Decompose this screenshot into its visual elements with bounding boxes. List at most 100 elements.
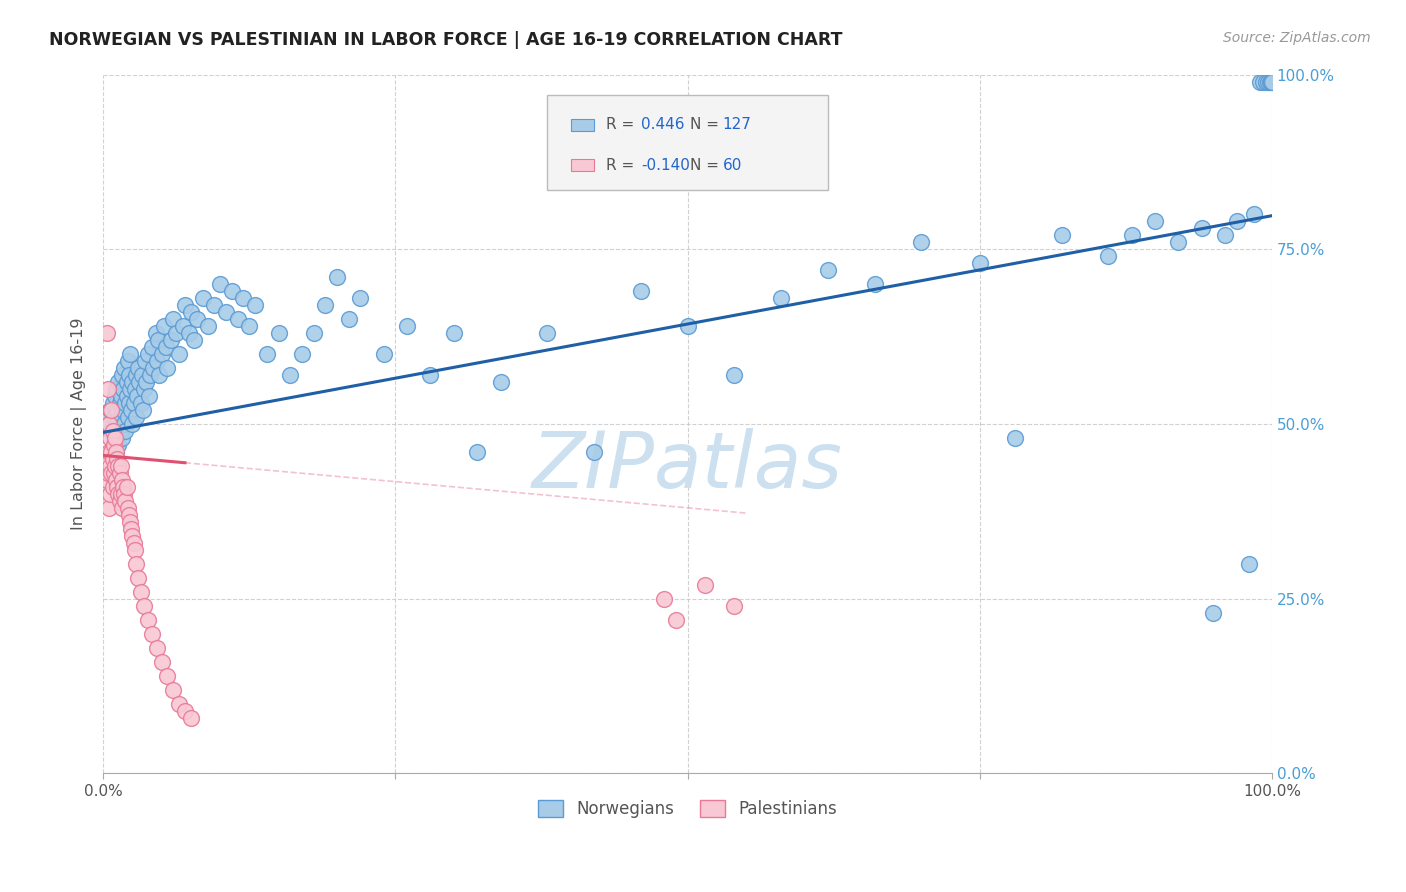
Point [108, 424, 131, 438]
Point [117, 354, 139, 368]
Text: -0.140: -0.140 [641, 158, 690, 173]
Point [114, 424, 136, 438]
Point [1191, 221, 1213, 235]
Point [114, 396, 136, 410]
Point [115, 375, 138, 389]
Point [112, 403, 135, 417]
Point [153, 319, 176, 334]
Point [127, 389, 149, 403]
Point [665, 613, 688, 627]
Legend: Norwegians, Palestinians: Norwegians, Palestinians [531, 793, 844, 824]
Point [128, 375, 150, 389]
Point [135, 375, 157, 389]
Point [863, 277, 886, 292]
Point [121, 529, 143, 543]
Point [326, 270, 349, 285]
Point [96, 326, 118, 340]
Point [138, 389, 160, 403]
Text: N =: N = [690, 118, 724, 133]
FancyBboxPatch shape [571, 119, 595, 130]
Point [314, 298, 336, 312]
Point [110, 389, 132, 403]
Point [112, 417, 135, 431]
Point [127, 361, 149, 376]
Point [98, 417, 121, 431]
Point [156, 361, 179, 376]
Point [1260, 74, 1282, 88]
Point [107, 458, 129, 473]
Point [131, 368, 153, 382]
Point [174, 298, 197, 312]
Point [114, 493, 136, 508]
Point [120, 515, 142, 529]
Point [122, 396, 145, 410]
Point [101, 396, 124, 410]
Point [232, 291, 254, 305]
Point [373, 347, 395, 361]
Point [118, 396, 141, 410]
Point [1050, 228, 1073, 243]
Point [112, 361, 135, 376]
Text: 127: 127 [723, 118, 751, 133]
Point [162, 682, 184, 697]
Point [110, 487, 132, 501]
Point [125, 409, 148, 424]
Point [101, 438, 124, 452]
Point [155, 340, 177, 354]
Point [120, 522, 142, 536]
Point [98, 445, 121, 459]
Point [98, 487, 121, 501]
Point [129, 396, 152, 410]
Point [167, 347, 190, 361]
Point [1097, 249, 1119, 263]
Point [1243, 207, 1265, 221]
Text: NORWEGIAN VS PALESTINIAN IN LABOR FORCE | AGE 16-19 CORRELATION CHART: NORWEGIAN VS PALESTINIAN IN LABOR FORCE … [49, 31, 842, 49]
Point [115, 389, 138, 403]
Point [226, 312, 249, 326]
Point [256, 347, 278, 361]
Point [910, 235, 932, 250]
Point [118, 508, 141, 522]
Point [100, 445, 122, 459]
Point [107, 487, 129, 501]
Point [110, 458, 132, 473]
Point [215, 305, 238, 319]
Text: 60: 60 [723, 158, 742, 173]
Point [396, 319, 419, 334]
Point [180, 710, 202, 724]
Point [141, 626, 163, 640]
Point [124, 382, 146, 396]
Point [150, 655, 173, 669]
Point [1202, 606, 1225, 620]
Point [101, 451, 124, 466]
Point [1226, 214, 1249, 228]
Point [770, 291, 793, 305]
Point [105, 445, 128, 459]
Point [105, 473, 128, 487]
Point [238, 319, 260, 334]
Point [693, 578, 716, 592]
Text: R =: R = [606, 118, 638, 133]
Text: Source: ZipAtlas.com: Source: ZipAtlas.com [1223, 31, 1371, 45]
Point [111, 431, 134, 445]
Point [1257, 74, 1279, 88]
Point [536, 326, 558, 340]
Point [105, 445, 128, 459]
Point [134, 382, 156, 396]
Point [209, 277, 232, 292]
Point [136, 347, 159, 361]
Point [146, 354, 169, 368]
Point [104, 431, 127, 445]
Point [120, 403, 142, 417]
Point [817, 263, 839, 277]
Point [125, 557, 148, 571]
Point [111, 500, 134, 515]
Point [105, 403, 128, 417]
Point [197, 319, 219, 334]
Point [104, 389, 127, 403]
Point [120, 382, 142, 396]
Point [124, 542, 146, 557]
Point [652, 591, 675, 606]
Point [162, 312, 184, 326]
Point [150, 347, 173, 361]
